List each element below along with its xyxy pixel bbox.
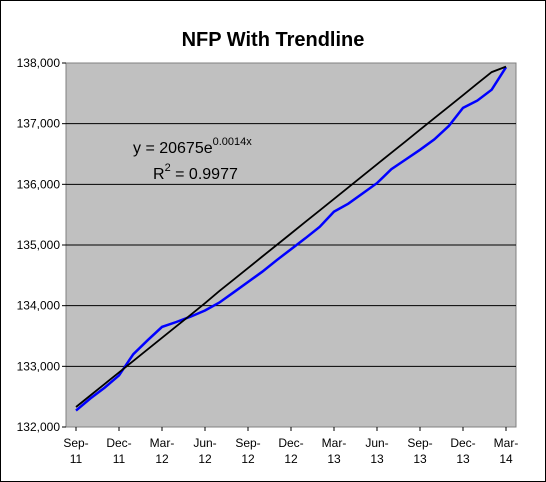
y-tick-label: 137,000 [17,117,61,131]
x-tick-label: Sep- [63,436,88,450]
x-tick-label: Dec- [450,436,475,450]
x-tick-label: 13 [327,452,341,466]
r-squared-value: R2 = 0.9977 [153,162,238,183]
x-tick-label: Jun- [365,436,388,450]
x-tick-label: 12 [284,452,298,466]
x-tick-label: 12 [241,452,255,466]
trendline [75,65,507,408]
y-tick-label: 132,000 [17,420,61,434]
x-tick-label: 13 [456,452,470,466]
x-tick-label: Mar- [494,436,519,450]
x-tick-label: 14 [499,452,513,466]
x-tick-label: Jun- [193,436,216,450]
r2-exponent: 2 [165,162,171,174]
equation-exponent: 0.0014x [213,136,253,148]
equation-prefix: y = 20675e [133,140,213,157]
x-tick-label: 12 [198,452,212,466]
x-tick-label: Mar- [322,436,347,450]
series-lines [75,65,508,412]
x-tick-label: 12 [155,452,169,466]
grid-lines [66,123,516,367]
x-tick-label: Sep- [235,436,260,450]
y-tick-label: 138,000 [17,56,61,70]
x-tick-label: 11 [113,452,126,466]
nfp-series-line [75,66,508,412]
chart-title: NFP With Trendline [182,29,365,51]
y-tick-label: 136,000 [17,177,61,191]
x-tick-label: 13 [413,452,427,466]
trendline-annotation: y = 20675e0.0014x R2 = 0.9977 [133,136,252,183]
x-tick-label: Sep- [407,436,432,450]
y-tick-label: 134,000 [17,299,61,313]
x-tick-label: 13 [370,452,384,466]
y-tick-label: 135,000 [17,238,61,252]
x-tick-label: Mar- [150,436,175,450]
y-tick-label: 133,000 [17,359,61,373]
x-tick-label: Dec- [278,436,303,450]
x-tick-label: Dec- [106,436,131,450]
r2-value: = 0.9977 [171,166,238,183]
x-tick-label: 11 [70,452,83,466]
r2-prefix: R [153,166,165,183]
x-axis-ticks: Sep- 11 Dec- 11 Mar- 12 Jun- 12 Sep- 12 Dec- 12 Mar-… [63,427,518,466]
trendline-equation: y = 20675e0.0014x [133,136,252,157]
y-axis-ticks: 132,000 133,000 134,000 135,000 136,000 137,0… [17,56,66,434]
